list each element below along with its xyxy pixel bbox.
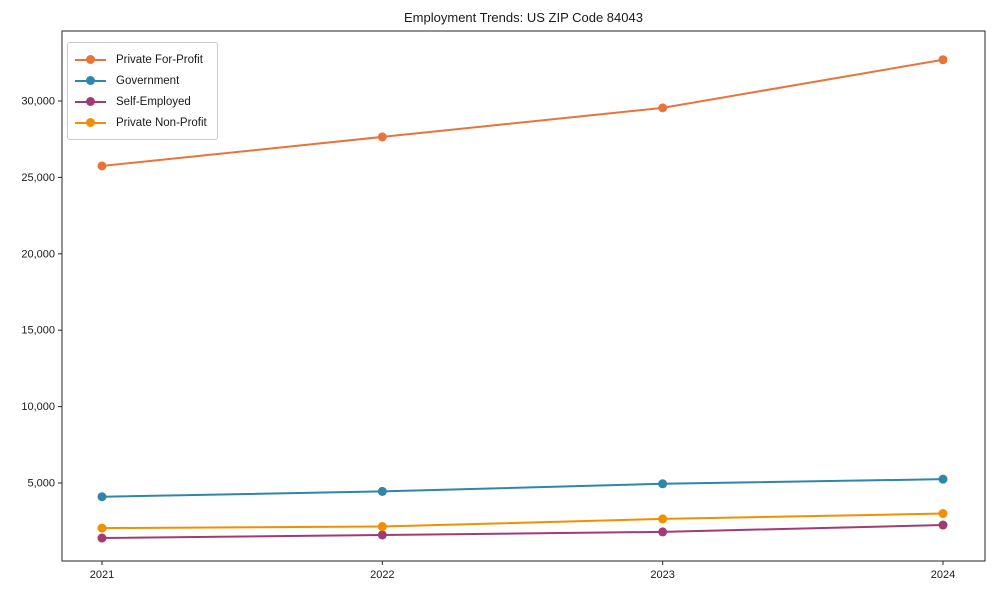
- legend-item-private-for-profit: Private For-Profit: [75, 49, 207, 70]
- legend-dot-swatch: [86, 76, 95, 85]
- legend-marker-icon: [75, 54, 106, 66]
- data-point-private-non-profit: [658, 514, 668, 524]
- x-tick-label: 2021: [90, 569, 114, 581]
- data-point-private-for-profit: [938, 55, 948, 65]
- y-tick-label: 15,000: [21, 325, 55, 337]
- legend-item-government: Government: [75, 70, 207, 91]
- series-line-private-for-profit: [101, 58, 944, 167]
- legend-item-private-non-profit: Private Non-Profit: [75, 112, 207, 133]
- data-point-private-for-profit: [658, 103, 668, 113]
- data-point-private-for-profit: [97, 161, 107, 171]
- legend-dot-swatch: [86, 118, 95, 127]
- x-tick-label: 2022: [370, 569, 394, 581]
- legend-item-self-employed: Self-Employed: [75, 91, 207, 112]
- legend: Private For-Profit Government Self-Employe…: [67, 42, 218, 140]
- data-point-government: [97, 492, 107, 502]
- data-point-self-employed: [938, 520, 948, 530]
- legend-marker-icon: [75, 117, 106, 129]
- series-line-government: [101, 478, 944, 498]
- data-point-government: [938, 474, 948, 484]
- series-line-private-non-profit: [101, 512, 944, 530]
- chart-title: Employment Trends: US ZIP Code 84043: [404, 10, 643, 25]
- legend-marker-icon: [75, 96, 106, 108]
- data-point-private-non-profit: [377, 522, 387, 532]
- x-tick-label: 2024: [931, 569, 955, 581]
- plot-frame: [61, 30, 986, 562]
- data-point-government: [658, 479, 668, 489]
- legend-label: Government: [116, 74, 180, 87]
- data-point-private-non-profit: [97, 523, 107, 533]
- legend-label: Private Non-Profit: [116, 116, 207, 129]
- y-tick-label: 10,000: [21, 401, 55, 413]
- legend-label: Private For-Profit: [116, 53, 203, 66]
- y-tick-label: 25,000: [21, 172, 55, 184]
- legend-dot-swatch: [86, 97, 95, 106]
- x-tick-label: 2023: [650, 569, 674, 581]
- y-tick-label: 30,000: [21, 96, 55, 108]
- data-point-government: [377, 486, 387, 496]
- series-line-self-employed: [101, 524, 944, 540]
- y-tick-label: 20,000: [21, 248, 55, 260]
- data-point-self-employed: [658, 527, 668, 537]
- y-tick-label: 5,000: [27, 478, 55, 490]
- data-point-self-employed: [377, 530, 387, 540]
- data-point-private-for-profit: [377, 132, 387, 142]
- data-point-private-non-profit: [938, 509, 948, 519]
- legend-dot-swatch: [86, 55, 95, 64]
- legend-label: Self-Employed: [116, 95, 191, 108]
- data-point-self-employed: [97, 533, 107, 543]
- legend-marker-icon: [75, 75, 106, 87]
